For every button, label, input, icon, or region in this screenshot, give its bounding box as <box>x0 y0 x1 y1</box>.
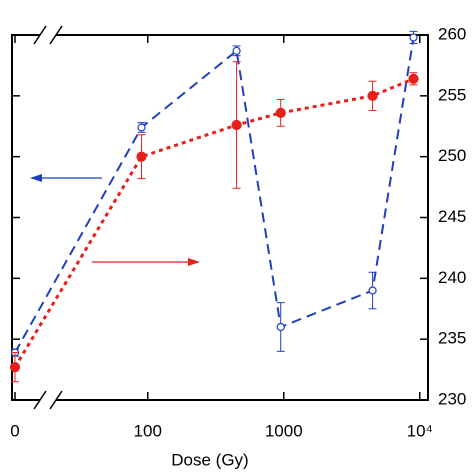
right-axis-arrow <box>92 258 200 266</box>
axis-break-top <box>33 25 63 45</box>
x-tick-label: 0 <box>10 421 19 440</box>
y2-tick-label: 245 <box>438 207 466 226</box>
point <box>368 286 377 295</box>
series-line <box>13 77 415 368</box>
y2-tick-label: 255 <box>438 85 466 104</box>
x-tick-label: 100 <box>134 421 162 440</box>
point <box>276 322 285 332</box>
point <box>137 123 146 132</box>
point <box>232 46 241 55</box>
series-line <box>14 37 415 354</box>
y2-tick-label: 235 <box>438 329 466 348</box>
x-axis-label: Dose (Gy) <box>171 450 248 469</box>
point <box>136 151 147 162</box>
y2-tick-label: 240 <box>438 268 466 287</box>
x-tick-label: 10⁴ <box>407 421 433 440</box>
y2-tick-label: 230 <box>438 389 466 408</box>
point <box>9 362 21 373</box>
x-tick-label: 1000 <box>265 421 303 440</box>
point <box>231 119 242 131</box>
point <box>275 107 286 118</box>
point <box>408 73 419 84</box>
point <box>409 33 418 42</box>
plot-frame <box>11 34 429 401</box>
y2-tick-label: 250 <box>438 146 466 165</box>
y2-tick-label: 260 <box>438 24 466 43</box>
axis-break-bottom <box>33 390 63 410</box>
point <box>367 90 378 101</box>
left-axis-arrow <box>30 174 102 182</box>
